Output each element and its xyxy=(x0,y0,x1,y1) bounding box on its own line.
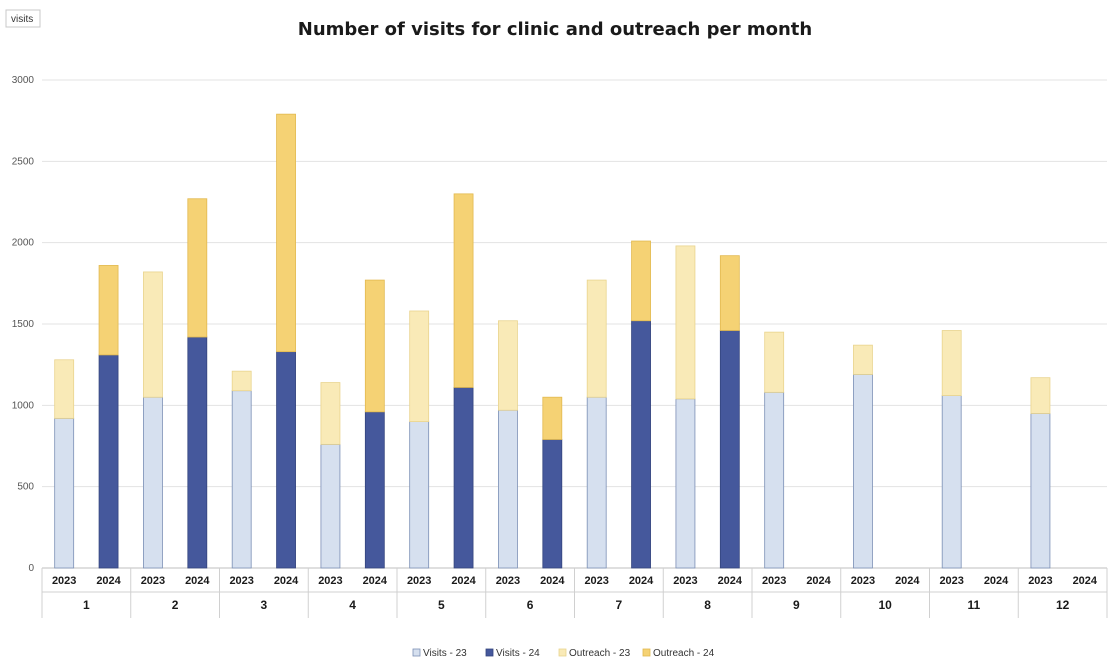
legend-swatch xyxy=(642,648,651,657)
x-axis: 2023 2024 1 2023 2024 2 2023 2024 3 2023 2024 4 2023… xyxy=(41,568,1108,618)
bar-segment xyxy=(54,359,75,419)
bar-segment xyxy=(276,351,296,569)
x-year-label: 2024 xyxy=(895,575,920,587)
x-year-label: 2023 xyxy=(584,575,608,587)
x-year-label: 2024 xyxy=(363,575,388,587)
bar-segment xyxy=(764,331,785,393)
bar-segment xyxy=(586,396,607,569)
bar-segment xyxy=(498,409,518,569)
bar-segment xyxy=(453,193,474,388)
legend: Visits - 23 Visits - 24 Outreach - 23 Outre… xyxy=(412,648,715,659)
x-year-label: 2024 xyxy=(984,575,1009,587)
x-month-label: 5 xyxy=(438,598,445,612)
bar-segment xyxy=(320,443,341,569)
x-month-label: 11 xyxy=(968,598,981,612)
chart-title: Number of visits for clinic and outreach… xyxy=(298,19,812,40)
bar-segment xyxy=(143,396,163,569)
bar-segment xyxy=(941,395,962,569)
bar-segment xyxy=(364,411,385,569)
x-year-label: 2023 xyxy=(1028,575,1052,587)
x-year-label: 2023 xyxy=(229,575,253,587)
bars xyxy=(54,113,1051,569)
bar-segment xyxy=(187,198,208,338)
x-month-label: 3 xyxy=(261,598,268,612)
x-year-label: 2024 xyxy=(185,575,210,587)
bar-segment xyxy=(675,245,696,400)
x-year-label: 2024 xyxy=(274,575,299,587)
legend-swatch xyxy=(412,648,421,657)
bar-segment xyxy=(719,330,740,569)
y-tick-label: 0 xyxy=(28,563,34,574)
y-tick-label: 500 xyxy=(17,482,34,493)
bar-segment xyxy=(231,390,252,569)
y-axis-label: visits xyxy=(11,14,33,25)
x-year-label: 2023 xyxy=(52,575,76,587)
x-month-label: 12 xyxy=(1056,598,1070,612)
bar-segment xyxy=(364,279,385,413)
bar-segment xyxy=(853,374,873,569)
bar-segment xyxy=(853,344,873,375)
x-month-label: 2 xyxy=(172,598,179,612)
x-year-label: 2023 xyxy=(762,575,786,587)
bar-segment xyxy=(586,279,607,398)
x-month-label: 7 xyxy=(616,598,623,612)
bar-segment xyxy=(231,370,252,392)
bar-segment xyxy=(409,310,430,422)
bar-segment xyxy=(719,255,740,331)
bar-segment xyxy=(54,417,75,569)
x-month-label: 8 xyxy=(704,598,711,612)
y-tick-label: 1500 xyxy=(12,319,35,330)
y-tick-label: 1000 xyxy=(12,400,35,411)
x-month-label: 4 xyxy=(349,598,356,612)
x-year-label: 2023 xyxy=(318,575,342,587)
bar-segment xyxy=(631,320,651,569)
bar-segment xyxy=(276,113,296,353)
bar-segment xyxy=(143,271,163,398)
y-axis-ticks: 0 500 1000 1500 2000 2500 3000 xyxy=(12,75,35,574)
bar-segment xyxy=(1030,413,1051,569)
y-tick-label: 2500 xyxy=(12,156,35,167)
x-year-label: 2023 xyxy=(673,575,697,587)
bar-segment xyxy=(98,265,119,356)
x-year-label: 2024 xyxy=(718,575,743,587)
bar-segment xyxy=(320,382,341,445)
bar-segment xyxy=(1030,377,1051,414)
x-month-label: 9 xyxy=(793,598,800,612)
x-year-label: 2024 xyxy=(96,575,121,587)
y-tick-label: 3000 xyxy=(12,75,35,86)
legend-swatch xyxy=(485,648,494,657)
x-year-label: 2024 xyxy=(806,575,831,587)
x-year-label: 2023 xyxy=(939,575,963,587)
x-year-label: 2024 xyxy=(1073,575,1098,587)
bar-segment xyxy=(187,336,208,569)
x-year-label: 2024 xyxy=(540,575,565,587)
legend-label: Visits - 23 xyxy=(423,648,467,659)
bar-segment xyxy=(498,320,518,411)
x-year-label: 2023 xyxy=(407,575,431,587)
bar-segment xyxy=(542,439,563,569)
bar-segment xyxy=(675,398,696,569)
bar-segment xyxy=(542,396,563,440)
x-year-label: 2023 xyxy=(496,575,520,587)
bar-segment xyxy=(409,421,430,569)
x-month-label: 1 xyxy=(83,598,90,612)
legend-label: Visits - 24 xyxy=(496,648,540,659)
x-year-label: 2024 xyxy=(629,575,654,587)
x-year-label: 2023 xyxy=(851,575,875,587)
bar-segment xyxy=(453,387,474,569)
x-year-label: 2023 xyxy=(141,575,165,587)
y-tick-label: 2000 xyxy=(12,238,35,249)
x-month-label: 6 xyxy=(527,598,534,612)
bar-segment xyxy=(941,330,962,396)
bar-segment xyxy=(764,391,785,569)
x-month-label: 10 xyxy=(878,598,892,612)
bar-segment xyxy=(631,240,651,322)
bar-segment xyxy=(98,354,119,569)
y-axis-label-box: visits xyxy=(5,9,41,28)
legend-label: Outreach - 23 xyxy=(569,648,631,659)
legend-swatch xyxy=(558,648,567,657)
x-year-label: 2024 xyxy=(451,575,476,587)
legend-label: Outreach - 24 xyxy=(653,648,715,659)
